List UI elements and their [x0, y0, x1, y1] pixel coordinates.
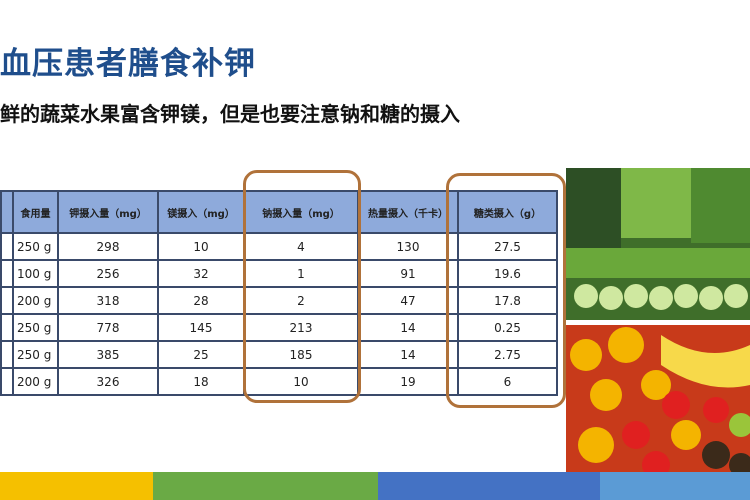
sugar-highlight [446, 173, 566, 408]
table-cell: 25 [157, 340, 245, 369]
table-cell: 10 [243, 367, 359, 396]
sodium-highlight [243, 170, 361, 403]
table-row: 250 g 385 25 185 14 2.75 [0, 340, 558, 369]
nutrition-table: 食用量 钾摄入量（mg） 镁摄入（mg） 钠摄入量（mg） 热量摄入（千卡） 糖… [0, 190, 558, 396]
table-row: 100 g 256 32 1 91 19.6 [0, 259, 558, 288]
header-calories: 热量摄入（千卡） [357, 190, 459, 234]
slide-subtitle: 鲜的蔬菜水果富含钾镁，但是也要注意钠和糖的摄入 [0, 102, 460, 126]
table-cell: 0.25 [457, 313, 558, 342]
footer-bar-green [153, 472, 378, 500]
table-cell: 4 [243, 232, 359, 261]
slide-title: 血压患者膳食补钾 [0, 46, 256, 82]
table-cell: 250 g [12, 340, 59, 369]
table-cell: 778 [57, 313, 159, 342]
table-cell: 200 g [12, 367, 59, 396]
table-row: 250 g 298 10 4 130 27.5 [0, 232, 558, 261]
table-cell: 91 [357, 259, 459, 288]
table-cell: 213 [243, 313, 359, 342]
table-cell [0, 367, 14, 396]
header-sugar: 糖类摄入（g） [457, 190, 558, 234]
footer-bar-blue [378, 472, 600, 500]
table-cell: 298 [57, 232, 159, 261]
table-cell: 6 [457, 367, 558, 396]
table-cell: 100 g [12, 259, 59, 288]
header-magnesium: 镁摄入（mg） [157, 190, 245, 234]
table-cell: 326 [57, 367, 159, 396]
table-cell: 10 [157, 232, 245, 261]
table-cell: 200 g [12, 286, 59, 315]
table-cell: 250 g [12, 232, 59, 261]
table-cell: 385 [57, 340, 159, 369]
table-cell: 250 g [12, 313, 59, 342]
table-cell: 1 [243, 259, 359, 288]
table-cell: 14 [357, 313, 459, 342]
table-cell: 256 [57, 259, 159, 288]
table-header-row: 食用量 钾摄入量（mg） 镁摄入（mg） 钠摄入量（mg） 热量摄入（千卡） 糖… [0, 190, 558, 234]
footer-bar-lightblue [600, 472, 750, 500]
header-name [0, 190, 14, 234]
vegetables-image [566, 168, 750, 320]
table-cell: 17.8 [457, 286, 558, 315]
header-potassium: 钾摄入量（mg） [57, 190, 159, 234]
table-cell: 27.5 [457, 232, 558, 261]
header-amount: 食用量 [12, 190, 59, 234]
table-cell: 185 [243, 340, 359, 369]
table-cell [0, 259, 14, 288]
table-cell: 32 [157, 259, 245, 288]
table-cell: 19 [357, 367, 459, 396]
table-cell: 2 [243, 286, 359, 315]
table-cell: 130 [357, 232, 459, 261]
footer-bar-yellow [0, 472, 153, 500]
table-row: 200 g 318 28 2 47 17.8 [0, 286, 558, 315]
header-sodium: 钠摄入量（mg） [243, 190, 359, 234]
table-cell: 19.6 [457, 259, 558, 288]
table-cell: 28 [157, 286, 245, 315]
table-cell: 18 [157, 367, 245, 396]
table-cell [0, 286, 14, 315]
table-cell: 145 [157, 313, 245, 342]
table-row: 250 g 778 145 213 14 0.25 [0, 313, 558, 342]
table-cell: 318 [57, 286, 159, 315]
fruits-image [566, 325, 750, 478]
table-cell [0, 232, 14, 261]
table-cell: 2.75 [457, 340, 558, 369]
table-cell [0, 313, 14, 342]
table-cell [0, 340, 14, 369]
table-row: 200 g 326 18 10 19 6 [0, 367, 558, 396]
table-cell: 14 [357, 340, 459, 369]
table-cell: 47 [357, 286, 459, 315]
